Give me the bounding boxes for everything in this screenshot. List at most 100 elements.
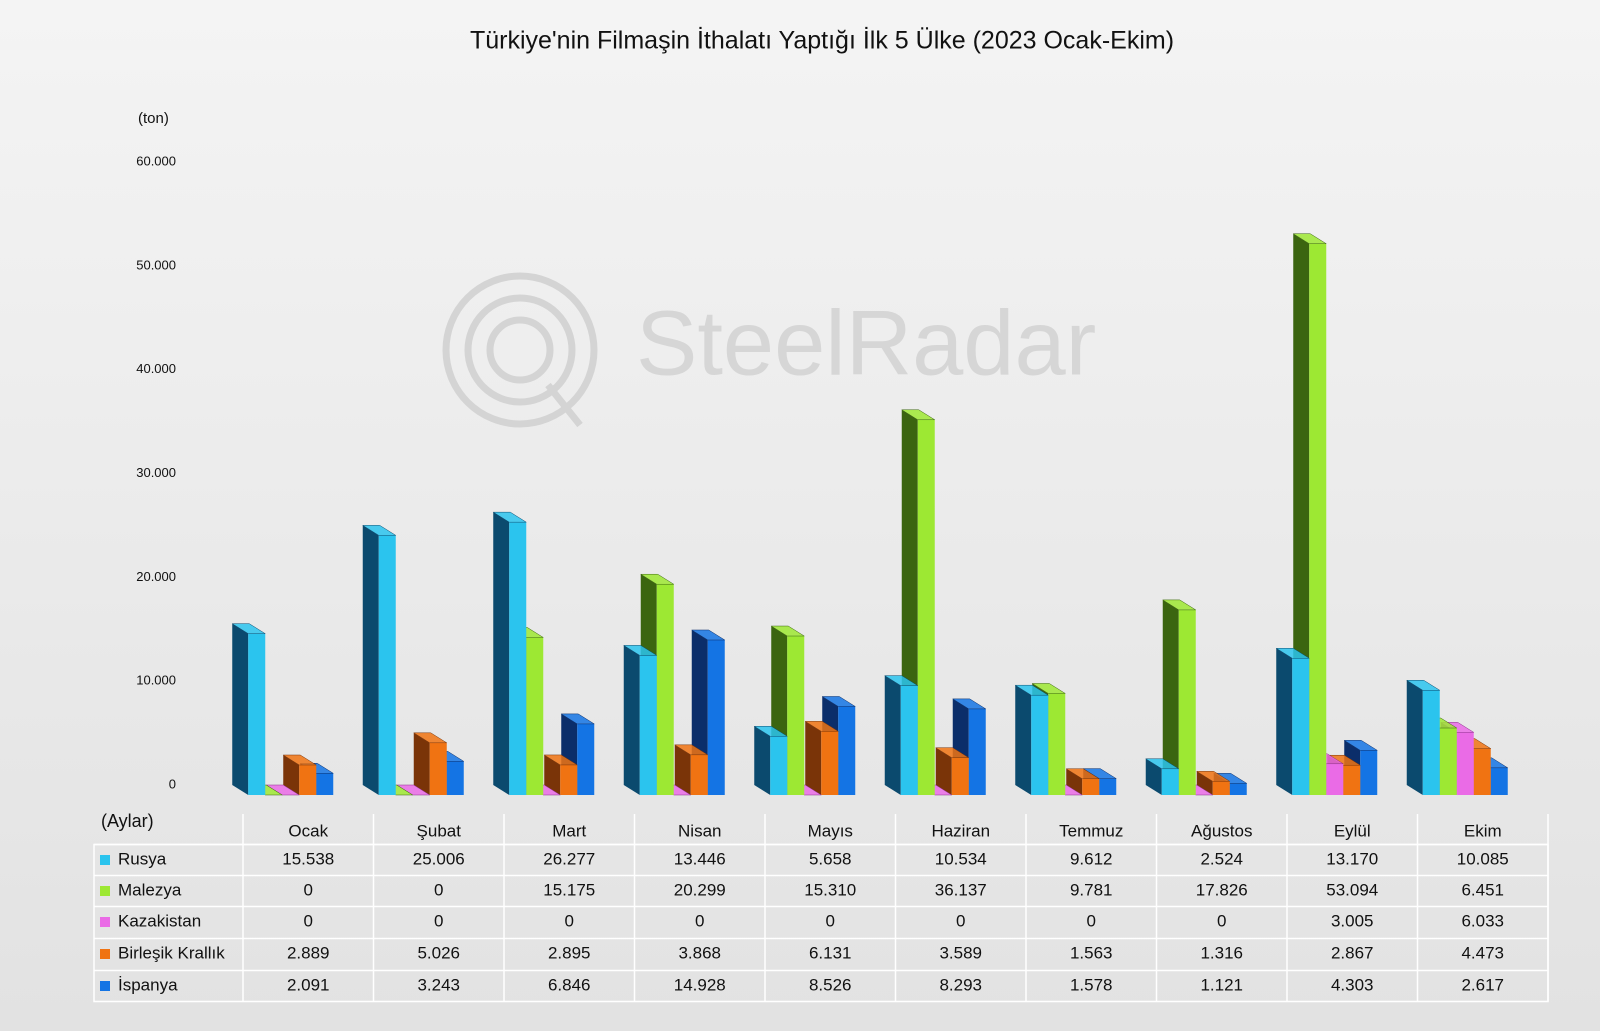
table-value: 0 — [956, 911, 965, 930]
table-value: 13.446 — [674, 849, 726, 868]
y-tick-label: 30.000 — [136, 465, 176, 480]
chart-title: Türkiye'nin Filmaşin İthalatı Yaptığı İl… — [470, 26, 1174, 55]
x-axis-label: (Aylar) — [101, 811, 154, 831]
table-value: 9.612 — [1070, 849, 1113, 868]
bar — [770, 736, 788, 795]
bar-top — [690, 629, 726, 641]
bar-side — [413, 732, 430, 795]
bar — [707, 639, 725, 795]
bar-side — [1066, 768, 1083, 795]
bar — [1178, 609, 1196, 795]
table-value: 5.026 — [417, 943, 460, 962]
bar-top — [900, 409, 936, 421]
bar-top — [1031, 683, 1067, 694]
table-value: 3.589 — [939, 943, 982, 962]
bar-top — [1405, 680, 1441, 691]
x-tick-label: Şubat — [417, 821, 462, 840]
bar-side — [1162, 599, 1179, 795]
table-value: 36.137 — [935, 880, 987, 899]
bar — [821, 731, 839, 795]
legend-label: Rusya — [118, 849, 167, 868]
table-value: 2.091 — [287, 975, 330, 994]
table-value: 3.243 — [417, 975, 460, 994]
table-value: 0 — [304, 880, 313, 899]
bar — [968, 708, 986, 795]
table-value: 15.538 — [282, 849, 334, 868]
bar — [509, 522, 527, 795]
bar — [299, 765, 317, 795]
legend-marker — [100, 855, 110, 865]
x-tick-label: Ekim — [1464, 821, 1502, 840]
table-value: 6.131 — [809, 943, 852, 962]
bar — [1229, 783, 1247, 795]
bar-top — [231, 623, 267, 634]
table-value: 4.473 — [1461, 943, 1504, 962]
table-value: 1.578 — [1070, 975, 1113, 994]
table-value: 6.451 — [1461, 880, 1504, 899]
bar — [1031, 695, 1049, 795]
bar-side — [362, 525, 379, 795]
bar — [838, 706, 856, 795]
bar-top — [543, 754, 579, 766]
y-tick-label: 40.000 — [136, 361, 176, 376]
table-value: 10.085 — [1457, 849, 1509, 868]
legend-marker — [100, 981, 110, 991]
bar-top — [804, 721, 840, 732]
table-value: 0 — [434, 880, 443, 899]
table-value: 13.170 — [1326, 849, 1378, 868]
x-tick-label: Mart — [552, 821, 586, 840]
bar — [1360, 750, 1378, 795]
bar-top — [492, 511, 528, 523]
table-value: 25.006 — [413, 849, 465, 868]
table-value: 2.867 — [1331, 943, 1374, 962]
bar — [1439, 728, 1457, 795]
table-value: 1.563 — [1070, 943, 1113, 962]
bar-top — [282, 754, 318, 766]
legend-marker — [100, 949, 110, 959]
table-value: 6.033 — [1461, 911, 1504, 930]
table-value: 0 — [1217, 911, 1226, 930]
x-tick-label: Haziran — [931, 821, 990, 840]
table-value: 6.846 — [548, 975, 591, 994]
bar-top — [821, 696, 857, 707]
bar — [1099, 778, 1117, 795]
bar — [526, 637, 544, 795]
bar — [1048, 693, 1066, 795]
table-value: 0 — [826, 911, 835, 930]
bar-side — [935, 747, 952, 795]
x-tick-label: Nisan — [678, 821, 721, 840]
table-value: 0 — [434, 911, 443, 930]
bar-side — [493, 512, 510, 795]
bar — [378, 535, 396, 795]
x-tick-label: Mayıs — [808, 821, 853, 840]
bar — [900, 685, 918, 795]
bar — [446, 761, 464, 795]
bar — [1212, 781, 1230, 795]
table-value: 2.889 — [287, 943, 330, 962]
y-axis-label: (ton) — [138, 110, 169, 127]
bar-top — [361, 525, 397, 536]
table-value: 14.928 — [674, 975, 726, 994]
watermark: SteelRadar — [636, 292, 1096, 394]
bar — [1456, 732, 1474, 795]
bar — [1343, 765, 1361, 795]
table-value: 15.175 — [543, 880, 595, 899]
x-tick-label: Ocak — [288, 821, 328, 840]
bar-side — [674, 744, 691, 795]
bar-side — [283, 755, 300, 795]
table-value: 10.534 — [935, 849, 987, 868]
table-value: 5.658 — [809, 849, 852, 868]
table-value: 0 — [304, 911, 313, 930]
x-tick-label: Eylül — [1334, 821, 1371, 840]
bar-top — [934, 747, 970, 758]
table-value: 3.005 — [1331, 911, 1374, 930]
bar-top — [1065, 768, 1101, 780]
table-value: 1.121 — [1200, 975, 1243, 994]
bar-side — [1145, 758, 1162, 795]
bar-top — [1343, 740, 1379, 751]
table-value: 15.310 — [804, 880, 856, 899]
bar — [951, 757, 969, 795]
bar — [1082, 778, 1100, 795]
